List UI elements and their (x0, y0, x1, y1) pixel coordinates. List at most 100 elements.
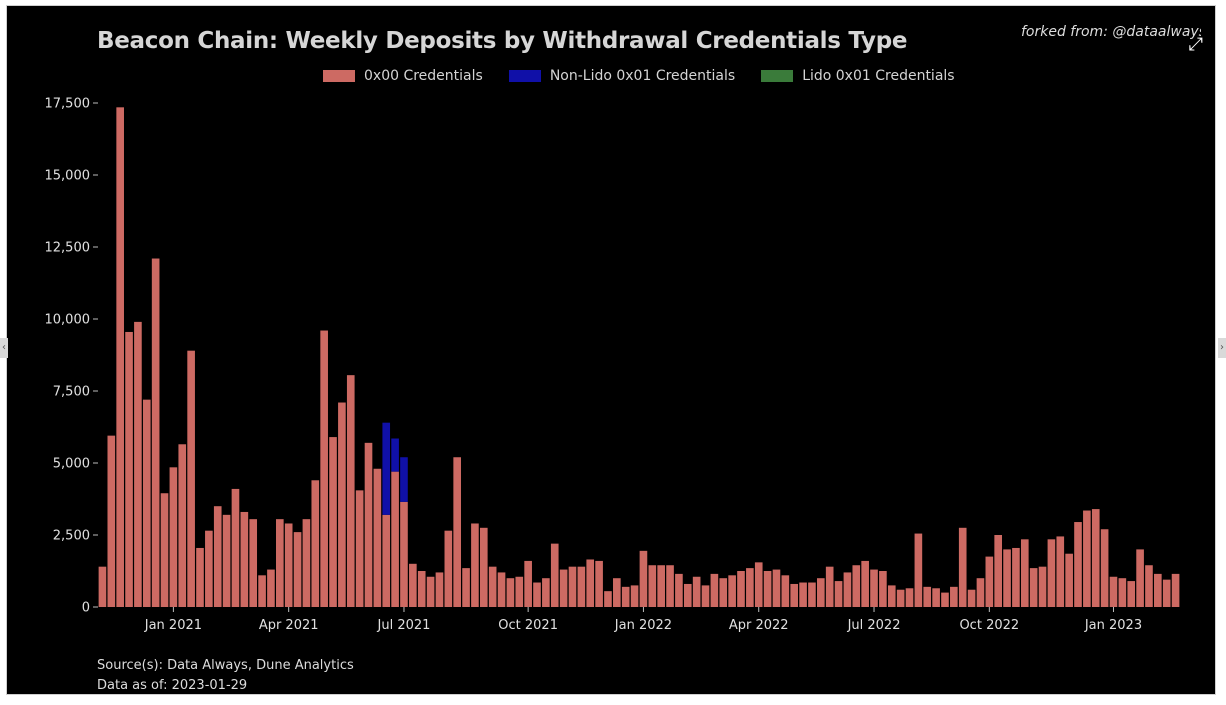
right-arrow-icon[interactable]: › (1218, 338, 1226, 358)
bar-x00-57[interactable] (604, 591, 612, 607)
bar-x00-24[interactable] (311, 480, 320, 607)
bar-x00-12[interactable] (205, 530, 213, 607)
bar-x00-115[interactable] (1118, 578, 1127, 607)
bar-x00-55[interactable] (586, 559, 595, 607)
bar-x00-111[interactable] (1083, 510, 1091, 607)
bar-x00-50[interactable] (542, 578, 550, 607)
bar-x00-35[interactable] (409, 563, 417, 607)
bar-x00-105[interactable] (1029, 568, 1038, 607)
bar-x00-30[interactable] (364, 442, 373, 607)
bar-x00-98[interactable] (967, 589, 976, 607)
bar-x00-45[interactable] (497, 572, 506, 607)
bar-x00-21[interactable] (284, 523, 293, 607)
bar-x00-17[interactable] (249, 519, 258, 607)
bar-x00-108[interactable] (1056, 536, 1065, 607)
bar-x00-74[interactable] (754, 562, 763, 607)
bar-x00-53[interactable] (568, 566, 577, 607)
bar-x00-116[interactable] (1127, 581, 1136, 607)
legend-item-0x00[interactable]: 0x00 Credentials (323, 68, 483, 84)
bar-x00-26[interactable] (329, 437, 337, 607)
bar-x00-81[interactable] (817, 578, 825, 607)
bar-x00-84[interactable] (843, 572, 852, 607)
bar-x00-79[interactable] (799, 582, 807, 607)
bar-x00-34[interactable] (400, 501, 408, 607)
bar-x00-92[interactable] (914, 533, 923, 607)
bar-x00-32[interactable] (382, 514, 391, 607)
bar-x00-88[interactable] (879, 571, 887, 607)
bar-x00-54[interactable] (577, 566, 586, 607)
bar-x00-71[interactable] (728, 575, 736, 607)
bar-x00-18[interactable] (258, 575, 266, 607)
bar-x00-112[interactable] (1091, 509, 1100, 607)
legend-item-nonlido[interactable]: Non-Lido 0x01 Credentials (508, 68, 735, 84)
bar-x00-113[interactable] (1100, 529, 1109, 607)
bar-x00-102[interactable] (1003, 549, 1011, 607)
bar-x00-107[interactable] (1047, 539, 1056, 607)
forked-from-link[interactable]: forked from: @dataalways (1021, 24, 1201, 40)
bar-x00-15[interactable] (231, 488, 240, 607)
bar-x00-27[interactable] (338, 402, 346, 607)
bar-x00-61[interactable] (639, 550, 648, 607)
bar-x00-65[interactable] (675, 573, 683, 607)
bar-x00-38[interactable] (435, 572, 444, 607)
bar-x00-62[interactable] (648, 565, 657, 607)
bar-x00-93[interactable] (923, 586, 932, 607)
left-arrow-icon[interactable]: ‹ (0, 338, 8, 358)
bar-x00-80[interactable] (808, 582, 816, 607)
bar-x00-42[interactable] (471, 523, 479, 607)
bar-x00-46[interactable] (506, 578, 515, 607)
bar-x00-28[interactable] (346, 375, 355, 607)
bar-nonlido-32[interactable] (382, 422, 391, 515)
bar-x00-69[interactable] (710, 573, 719, 607)
bar-x00-78[interactable] (790, 583, 799, 607)
bar-x00-51[interactable] (550, 543, 559, 607)
bar-x00-58[interactable] (613, 578, 621, 607)
bar-x00-7[interactable] (160, 493, 169, 607)
bar-x00-52[interactable] (559, 569, 568, 607)
bar-x00-1[interactable] (107, 435, 116, 607)
bar-x00-3[interactable] (125, 331, 133, 607)
bar-x00-77[interactable] (781, 575, 790, 607)
bar-x00-106[interactable] (1038, 566, 1047, 607)
bar-x00-83[interactable] (834, 581, 843, 607)
bar-x00-103[interactable] (1012, 547, 1020, 607)
bar-x00-36[interactable] (417, 571, 426, 607)
bar-x00-104[interactable] (1020, 539, 1029, 607)
bar-x00-31[interactable] (373, 468, 382, 607)
bar-x00-64[interactable] (666, 565, 674, 607)
bar-x00-68[interactable] (701, 585, 710, 607)
bar-x00-117[interactable] (1136, 549, 1144, 607)
bar-x00-41[interactable] (462, 568, 470, 607)
bar-x00-89[interactable] (887, 585, 896, 607)
bar-x00-119[interactable] (1154, 573, 1162, 607)
bar-x00-23[interactable] (302, 519, 311, 607)
bar-nonlido-33[interactable] (391, 438, 399, 472)
bar-x00-72[interactable] (737, 571, 745, 607)
bar-x00-120[interactable] (1162, 579, 1171, 607)
bar-nonlido-34[interactable] (400, 457, 408, 502)
expand-icon[interactable]: ⤢ (1188, 34, 1203, 55)
bar-x00-40[interactable] (453, 457, 461, 607)
bar-x00-4[interactable] (134, 321, 142, 607)
bar-x00-47[interactable] (515, 576, 524, 607)
bar-x00-44[interactable] (488, 566, 497, 607)
bar-x00-86[interactable] (861, 560, 869, 607)
bar-x00-66[interactable] (683, 583, 692, 607)
bar-x00-48[interactable] (524, 560, 532, 607)
bar-x00-33[interactable] (391, 471, 399, 607)
bar-x00-114[interactable] (1109, 576, 1118, 607)
bar-x00-13[interactable] (213, 506, 222, 607)
bar-x00-29[interactable] (355, 490, 364, 607)
bar-x00-16[interactable] (240, 511, 249, 607)
bar-x00-19[interactable] (267, 569, 275, 607)
bar-x00-97[interactable] (958, 527, 967, 607)
bar-x00-2[interactable] (116, 107, 124, 607)
bar-x00-90[interactable] (896, 589, 905, 607)
bar-x00-9[interactable] (178, 444, 187, 607)
bar-x00-5[interactable] (142, 399, 151, 607)
bar-x00-22[interactable] (293, 532, 302, 607)
bar-x00-121[interactable] (1171, 573, 1180, 607)
bar-x00-76[interactable] (772, 569, 781, 607)
bar-x00-49[interactable] (533, 582, 541, 607)
bar-x00-43[interactable] (479, 527, 488, 607)
